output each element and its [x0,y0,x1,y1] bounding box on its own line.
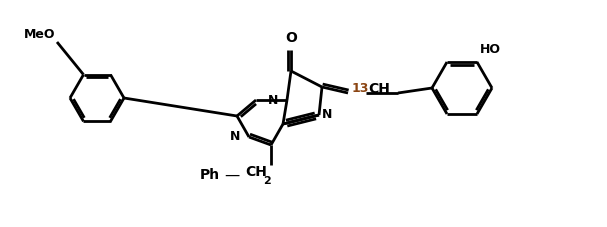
Text: CH: CH [245,165,267,179]
Text: O: O [285,31,297,45]
Text: —: — [225,168,240,183]
Text: CH: CH [368,82,390,96]
Text: MeO: MeO [24,29,56,42]
Text: N: N [322,109,333,121]
Text: N: N [229,131,240,143]
Text: HO: HO [480,43,501,56]
Text: 2: 2 [263,176,271,186]
Text: 13: 13 [352,82,370,96]
Text: N: N [268,94,278,106]
Text: Ph: Ph [200,168,220,182]
